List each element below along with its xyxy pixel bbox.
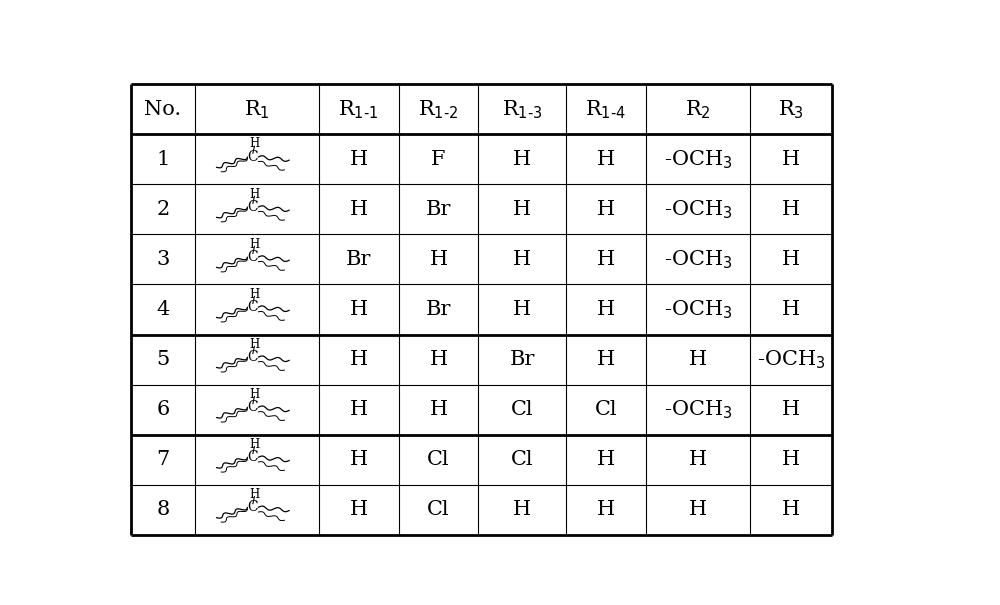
Text: H: H [350,150,368,169]
Text: H: H [597,250,615,269]
Text: H: H [249,388,260,401]
Text: H: H [249,488,260,501]
Text: H: H [350,450,368,469]
Text: No.: No. [144,100,182,119]
Text: -OCH$_3$: -OCH$_3$ [664,148,732,171]
Text: C: C [248,401,258,414]
Text: Cl: Cl [511,450,534,469]
Text: 6: 6 [156,400,170,419]
Text: H: H [597,450,615,469]
Text: H: H [597,200,615,219]
Text: Cl: Cl [511,400,534,419]
Text: H: H [782,450,800,469]
Text: -OCH$_3$: -OCH$_3$ [757,348,825,371]
Text: H: H [782,300,800,319]
Text: C: C [248,150,258,164]
Text: H: H [249,238,260,250]
Text: Cl: Cl [427,500,450,519]
Text: R$_{1\text{-}1}$: R$_{1\text{-}1}$ [338,98,379,120]
Text: H: H [350,300,368,319]
Text: -OCH$_3$: -OCH$_3$ [664,198,732,221]
Text: H: H [689,450,707,469]
Text: R$_3$: R$_3$ [778,98,804,120]
Text: H: H [513,500,531,519]
Text: H: H [597,300,615,319]
Text: -OCH$_3$: -OCH$_3$ [664,398,732,421]
Text: C: C [248,300,258,314]
Text: H: H [782,500,800,519]
Text: -OCH$_3$: -OCH$_3$ [664,298,732,321]
Text: H: H [429,400,448,419]
Text: H: H [782,400,800,419]
Text: H: H [350,400,368,419]
Text: H: H [429,250,448,269]
Text: C: C [248,200,258,214]
Text: -OCH$_3$: -OCH$_3$ [664,248,732,270]
Text: 4: 4 [156,300,170,319]
Text: H: H [249,438,260,451]
Text: Br: Br [346,250,371,269]
Text: R$_1$: R$_1$ [244,98,270,120]
Text: Cl: Cl [595,400,617,419]
Text: Br: Br [426,300,451,319]
Text: 3: 3 [156,250,170,269]
Text: Cl: Cl [427,450,450,469]
Text: R$_{1\text{-}2}$: R$_{1\text{-}2}$ [418,98,459,120]
Text: 8: 8 [156,500,170,519]
Text: 1: 1 [156,150,170,169]
Text: H: H [249,287,260,301]
Text: H: H [782,200,800,219]
Text: H: H [350,500,368,519]
Text: H: H [689,350,707,369]
Text: H: H [249,338,260,351]
Text: 5: 5 [156,350,170,369]
Text: H: H [513,200,531,219]
Text: H: H [513,250,531,269]
Text: H: H [689,500,707,519]
Text: H: H [350,350,368,369]
Text: H: H [429,350,448,369]
Text: H: H [597,350,615,369]
Text: 7: 7 [156,450,170,469]
Text: R$_2$: R$_2$ [685,98,711,120]
Text: H: H [597,500,615,519]
Text: R$_{1\text{-}3}$: R$_{1\text{-}3}$ [502,98,542,120]
Text: C: C [248,500,258,514]
Text: F: F [431,150,446,169]
Text: H: H [597,150,615,169]
Text: C: C [248,250,258,264]
Text: H: H [249,188,260,200]
Text: C: C [248,350,258,364]
Text: R$_{1\text{-}4}$: R$_{1\text{-}4}$ [585,98,626,120]
Text: C: C [248,450,258,464]
Text: H: H [249,137,260,151]
Text: H: H [513,300,531,319]
Text: H: H [782,150,800,169]
Text: 2: 2 [156,200,170,219]
Text: Br: Br [426,200,451,219]
Text: H: H [513,150,531,169]
Text: H: H [350,200,368,219]
Text: Br: Br [510,350,535,369]
Text: H: H [782,250,800,269]
